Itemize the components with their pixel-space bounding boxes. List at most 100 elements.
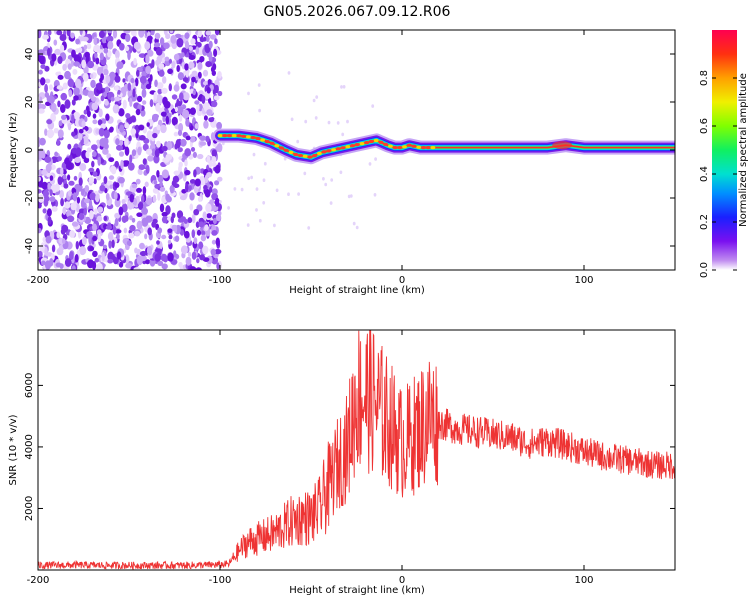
noise-dot — [47, 30, 52, 36]
band-blob — [364, 141, 370, 145]
noise-dot — [185, 256, 192, 266]
noise-dot — [88, 167, 95, 173]
noise-dot — [75, 240, 80, 250]
noise-dot — [119, 124, 125, 133]
noise-dot — [94, 257, 100, 263]
noise-dot — [38, 194, 45, 203]
noise-dot — [160, 253, 168, 262]
noise-dot — [178, 161, 183, 168]
noise-dot — [54, 48, 61, 56]
noise-dot — [129, 97, 133, 108]
noise-dot — [206, 155, 211, 163]
noise-dot — [156, 124, 161, 131]
spectrogram-ylabel: Frequency (Hz) — [8, 112, 19, 188]
noise-dot — [184, 32, 190, 39]
noise-dot — [67, 122, 72, 131]
noise-dot — [97, 82, 103, 91]
noise-dot — [192, 89, 196, 96]
noise-dot — [258, 108, 261, 113]
noise-dot — [179, 138, 187, 147]
snr-frame — [37, 329, 676, 571]
noise-dot — [118, 108, 125, 117]
noise-dot — [78, 128, 84, 134]
noise-dot — [191, 76, 196, 83]
noise-dot — [217, 90, 223, 97]
noise-dot — [171, 94, 178, 100]
noise-dot — [195, 46, 200, 55]
noise-dot — [199, 56, 205, 63]
noise-dot — [89, 246, 95, 252]
noise-dot — [324, 182, 328, 187]
noise-dot — [189, 179, 196, 184]
noise-dot — [216, 121, 223, 130]
noise-dot — [193, 169, 197, 178]
noise-dot — [83, 207, 87, 216]
colorbar-tick-label: 0.6 — [699, 118, 710, 134]
noise-dot — [219, 200, 222, 204]
colorbar-ticks: 0.0 0.2 0.4 0.6 0.8 — [699, 70, 737, 278]
noise-dot — [157, 227, 163, 234]
noise-dot — [205, 203, 212, 213]
noise-dot — [187, 251, 192, 257]
noise-dot — [47, 182, 51, 190]
spectrogram-xtick-label: -200 — [27, 275, 50, 286]
band-blob — [402, 145, 407, 149]
noise-dot — [191, 229, 196, 239]
noise-dot — [197, 196, 202, 202]
noise-dot — [62, 82, 68, 90]
colorbar-tick-label: 0.2 — [699, 214, 710, 230]
noise-dot — [174, 33, 182, 39]
noise-dot — [122, 78, 126, 83]
noise-dot — [211, 239, 216, 245]
noise-dot — [59, 34, 67, 42]
noise-dot — [347, 194, 351, 199]
noise-dot — [87, 90, 95, 99]
noise-dot — [115, 138, 120, 146]
noise-dot — [200, 234, 207, 242]
noise-dot — [173, 170, 180, 176]
noise-dot — [73, 175, 78, 181]
noise-dot — [138, 169, 143, 175]
noise-dot — [87, 259, 94, 269]
band-blob — [283, 148, 289, 152]
noise-dot — [108, 157, 115, 163]
noise-dot — [51, 53, 57, 62]
noise-dot — [169, 184, 174, 194]
noise-dot — [352, 221, 356, 226]
noise-dot — [57, 100, 61, 108]
noise-dot — [160, 124, 167, 134]
noise-dot — [153, 179, 158, 185]
snr-xtick-label: 0 — [399, 575, 405, 586]
noise-dot — [330, 178, 334, 182]
noise-dot — [78, 177, 83, 186]
noise-dot — [156, 140, 161, 148]
noise-dot — [149, 74, 153, 82]
noise-dot — [44, 128, 48, 136]
noise-dot — [124, 193, 129, 202]
noise-dot — [166, 140, 173, 151]
band-blob — [388, 144, 393, 148]
noise-dot — [134, 230, 141, 237]
noise-dot — [209, 199, 215, 205]
noise-dot — [196, 258, 200, 264]
noise-dot — [45, 163, 52, 173]
noise-dot — [374, 157, 377, 161]
noise-dot — [45, 235, 52, 244]
noise-dot — [91, 144, 98, 151]
noise-dot — [68, 180, 75, 186]
noise-dot — [304, 119, 308, 124]
noise-dot — [137, 146, 142, 156]
noise-dot — [315, 95, 319, 99]
noise-dot — [81, 36, 89, 42]
snr-ticks: -200 -100 0 100 2000 4000 6000 — [24, 330, 675, 586]
noise-dot — [113, 191, 118, 201]
noise-dot — [145, 197, 153, 206]
noise-dot — [154, 79, 158, 88]
noise-dot — [107, 50, 112, 58]
noise-dot — [202, 80, 210, 86]
band-blob — [298, 153, 303, 158]
noise-dot — [40, 64, 46, 69]
noise-dot — [103, 176, 108, 185]
noise-dot — [133, 57, 138, 66]
noise-dot — [67, 63, 72, 70]
